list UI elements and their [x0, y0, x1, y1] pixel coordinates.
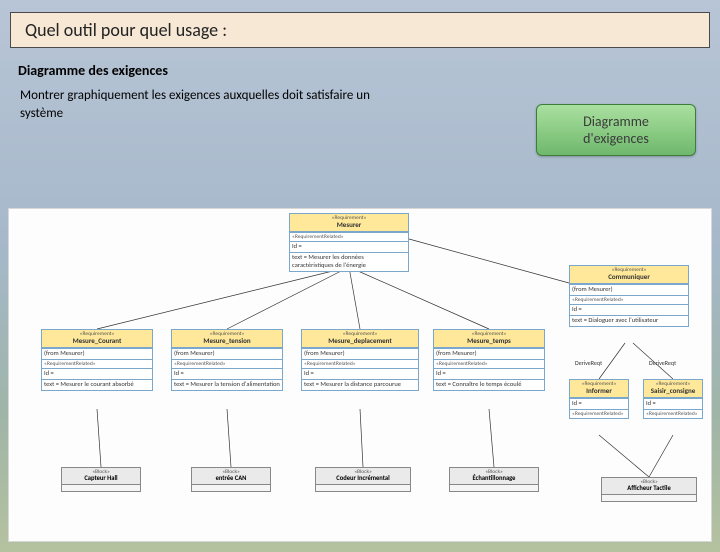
- requirement-courant: «Requirement»Mesure_Courant(from Mesurer…: [41, 329, 153, 391]
- badge-line2: d'exigences: [541, 130, 691, 147]
- block-can: «Block»entrée CAN: [191, 467, 271, 492]
- requirement-tension: «Requirement»Mesure_tension(from Mesurer…: [171, 329, 283, 391]
- derive-label: DeriveReqt: [575, 359, 602, 367]
- section-description: Montrer graphiquement les exigences auxq…: [20, 87, 380, 122]
- block-hall: «Block»Capteur Hall: [61, 467, 141, 492]
- derive-label: DeriveReqt: [649, 359, 676, 367]
- slide-title: Quel outil pour quel usage :: [10, 12, 710, 48]
- section-heading: Diagramme des exigences: [18, 62, 720, 79]
- requirement-deplacement: «Requirement»Mesure_deplacement(from Mes…: [301, 329, 419, 391]
- block-tactile: «Block»Afficheur Tactile: [601, 477, 697, 502]
- requirement-consigne: «Requirement»Saisir_consigneId =«Require…: [643, 379, 703, 419]
- requirement-informer: «Requirement»InformerId =«RequirementRel…: [569, 379, 629, 419]
- block-ech: «Block»Échantillonnage: [449, 467, 539, 492]
- diagram-type-badge: Diagramme d'exigences: [536, 104, 696, 156]
- requirements-diagram: «Requirement»Mesurer«RequirementRelated»…: [8, 208, 712, 542]
- badge-line1: Diagramme: [541, 113, 691, 130]
- requirement-temps: «Requirement»Mesure_temps(from Mesurer)«…: [433, 329, 545, 391]
- requirement-root: «Requirement»Mesurer«RequirementRelated»…: [289, 213, 409, 272]
- requirement-communiquer: «Requirement»Communiquer(from Mesurer)«R…: [569, 265, 689, 327]
- block-inc: «Block»Codeur Incrémental: [315, 467, 411, 492]
